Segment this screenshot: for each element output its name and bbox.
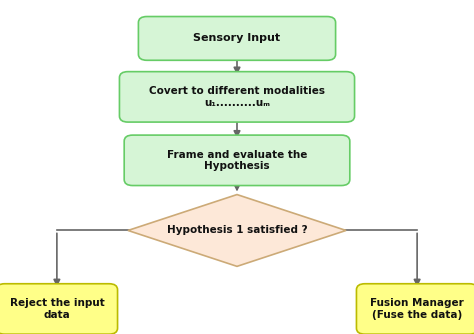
Text: Reject the input
data: Reject the input data — [9, 298, 104, 320]
Polygon shape — [128, 194, 346, 267]
Text: Hypothesis 1 satisfied ?: Hypothesis 1 satisfied ? — [167, 225, 307, 235]
FancyBboxPatch shape — [119, 72, 355, 122]
FancyBboxPatch shape — [356, 284, 474, 334]
FancyBboxPatch shape — [0, 284, 118, 334]
Text: Sensory Input: Sensory Input — [193, 33, 281, 43]
Text: Covert to different modalities
u₁..........uₘ: Covert to different modalities u₁.......… — [149, 86, 325, 108]
FancyBboxPatch shape — [138, 16, 336, 60]
FancyBboxPatch shape — [124, 135, 350, 186]
Text: Fusion Manager
(Fuse the data): Fusion Manager (Fuse the data) — [370, 298, 464, 320]
Text: Frame and evaluate the
Hypothesis: Frame and evaluate the Hypothesis — [167, 150, 307, 171]
